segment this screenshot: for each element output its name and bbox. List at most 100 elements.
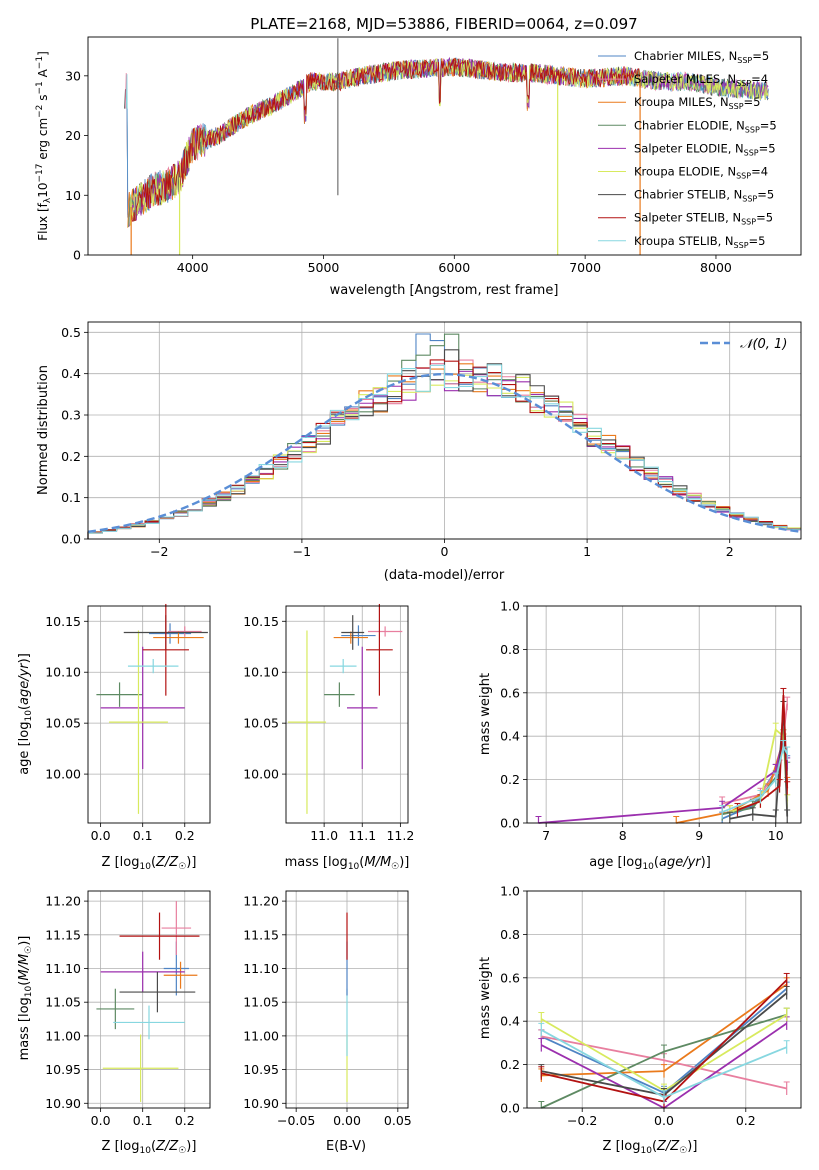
spectrum-legend-label: Kroupa MILES, NSSP=5 [634, 95, 760, 111]
age-vs-z-y-tick-label: 10.05 [45, 716, 81, 731]
spectrum-legend-label: Salpeter MILES, NSSP=4 [634, 72, 768, 88]
spectrum-y-ticks: 0 10 20 30 [65, 68, 88, 263]
spectrum-legend-label: Chabrier MILES, NSSP=5 [634, 49, 769, 65]
mass-weight-age-y-tick-label: 0.6 [500, 685, 520, 700]
histogram-x-tick-label: −1 [293, 544, 311, 559]
mass-weight-age-y-label: mass weight [478, 673, 493, 755]
mass-vs-ebv-y-tick-label: 10.95 [243, 1062, 279, 1077]
mass-weight-z-y-label: mass weight [478, 957, 493, 1039]
age-vs-mass-panel: 11.0 11.1 11.2 10.00 10.05 10.10 10.15 [243, 603, 414, 843]
spectrum-x-tick-label: 4000 [177, 260, 209, 275]
histogram-x-tick-label: 1 [583, 544, 591, 559]
mass-vs-z-y-tick-label: 11.00 [45, 1028, 81, 1043]
mass-weight-age-marks [535, 687, 791, 824]
mass-weight-z-x-label: Z [log10(Z/Z☉)] [603, 1139, 698, 1156]
histogram-x-tick-label: −2 [150, 544, 168, 559]
residual-histogram-panel: −2 −1 0 1 2 0.0 0.1 0.2 0.3 0.4 0.5 (data-model)/… [36, 321, 802, 583]
mass-weight-age-x-tick-label: 8 [619, 828, 627, 843]
histogram-step-series [87, 364, 801, 539]
spectrum-legend-label: Chabrier ELODIE, NSSP=5 [634, 118, 777, 134]
age-vs-mass-x-tick-label: 11.0 [310, 828, 338, 843]
spectrum-legend-label: Salpeter STELIB, NSSP=5 [634, 211, 773, 227]
histogram-x-label: (data-model)/error [384, 568, 505, 583]
spectrum-axes-frame [87, 36, 802, 256]
spectrum-x-tick-label: 7000 [569, 260, 601, 275]
mass-vs-ebv-y-tick-label: 11.00 [243, 1028, 279, 1043]
mass-vs-ebv-x-tick-label: 0.00 [333, 1113, 361, 1128]
histogram-x-tick-label: 2 [726, 544, 734, 559]
mass-weight-z-y-tick-label: 0.2 [500, 1057, 520, 1072]
age-vs-z-y-tick-label: 10.15 [45, 614, 81, 629]
mass-weight-age-y-tick-label: 0.8 [500, 642, 520, 657]
spectrum-line [129, 58, 769, 226]
mass-weight-z-y-tick-label: 0.0 [500, 1101, 520, 1116]
age-vs-mass-y-tick-label: 10.00 [243, 767, 279, 782]
mass-weight-z-y-tick-label: 1.0 [500, 884, 520, 899]
age-vs-mass-x-label: mass [log10(M/M☉)] [285, 855, 410, 872]
mass-weight-z-y-tick-label: 0.6 [500, 970, 520, 985]
mass-weight-vs-z-panel: −0.2 0.0 0.2 0.0 0.2 0.4 0.6 0.8 1.0 [500, 884, 802, 1128]
histogram-x-ticks: −2 −1 0 1 2 [150, 539, 734, 559]
histogram-y-ticks: 0.0 0.1 0.2 0.3 0.4 0.5 [61, 325, 88, 547]
spectrum-legend-label: Salpeter ELODIE, NSSP=5 [634, 141, 776, 157]
mass-weight-age-y-tick-label: 0.0 [500, 816, 520, 831]
mass-weight-age-y-tick-label: 1.0 [500, 599, 520, 614]
mass-vs-z-y-tick-label: 11.20 [45, 894, 81, 909]
spectrum-line [128, 58, 769, 228]
spectrum-legend-label: Chabrier STELIB, NSSP=5 [634, 188, 774, 204]
histogram-y-label: Normed distribution [36, 365, 51, 495]
spectrum-x-tick-label: 6000 [438, 260, 470, 275]
histogram-y-tick-label: 0.0 [61, 532, 81, 547]
age-vs-z-x-tick-label: 0.1 [133, 828, 153, 843]
histogram-y-tick-label: 0.3 [61, 408, 81, 423]
spectrum-legend-label: Kroupa ELODIE, NSSP=4 [634, 165, 768, 181]
age-vs-mass-y-tick-label: 10.10 [243, 665, 279, 680]
histogram-y-tick-label: 0.2 [61, 449, 81, 464]
mass-vs-z-x-tick-label: 0.0 [91, 1113, 111, 1128]
spectrum-panel: PLATE=2168, MJD=53886, FIBERID=0064, z=0… [35, 15, 802, 298]
spectrum-x-tick-label: 5000 [308, 260, 340, 275]
mass-weight-z-x-tick-label: −0.2 [567, 1113, 597, 1128]
age-vs-z-panel: 0.0 0.1 0.2 10.00 10.05 10.10 10.15 [45, 603, 211, 843]
age-vs-z-y-label: age [log10(age/yr)] [17, 653, 34, 775]
mass-vs-z-y-tick-label: 11.15 [45, 927, 81, 942]
histogram-legend: 𝒩(0, 1) [700, 337, 787, 352]
histogram-series [87, 333, 801, 539]
mass-vs-ebv-x-label: E(B-V) [326, 1139, 366, 1154]
age-vs-z-y-tick-label: 10.00 [45, 767, 81, 782]
spectrum-y-tick-label: 0 [73, 248, 81, 263]
mass-vs-z-x-label: Z [log10(Z/Z☉)] [102, 1139, 197, 1156]
mass-vs-ebv-x-tick-label: −0.05 [277, 1113, 315, 1128]
mass-weight-age-x-tick-label: 9 [695, 828, 703, 843]
spectrum-title: PLATE=2168, MJD=53886, FIBERID=0064, z=0… [250, 15, 637, 33]
spectrum-line [130, 57, 640, 226]
mass-vs-ebv-y-tick-label: 11.20 [243, 894, 279, 909]
age-vs-z-x-tick-label: 0.2 [175, 828, 195, 843]
age-vs-mass-y-tick-label: 10.15 [243, 614, 279, 629]
age-vs-z-x-tick-label: 0.0 [91, 828, 111, 843]
spectrum-x-ticks: 4000 5000 6000 7000 8000 [177, 255, 732, 275]
mass-vs-z-y-tick-label: 10.90 [45, 1096, 81, 1111]
mass-vs-z-frame [87, 890, 211, 1109]
spectrum-x-tick-label: 8000 [700, 260, 732, 275]
histogram-legend-label: 𝒩(0, 1) [740, 337, 787, 352]
spectrum-y-label: Flux [fλ10−17 erg cm−2 s−1 A−1] [35, 51, 53, 241]
mass-vs-z-marks [96, 901, 200, 1102]
mass-weight-z-y-tick-label: 0.4 [500, 1014, 520, 1029]
mass-vs-z-y-tick-label: 11.10 [45, 961, 81, 976]
mass-weight-age-frame [526, 605, 802, 824]
spectrum-legend-label: Kroupa STELIB, NSSP=5 [634, 234, 765, 250]
histogram-y-tick-label: 0.1 [61, 490, 81, 505]
mass-vs-z-y-tick-label: 11.05 [45, 995, 81, 1010]
spectrum-series [124, 38, 769, 255]
mass-vs-z-x-tick-label: 0.2 [175, 1113, 195, 1128]
spectrum-x-label: wavelength [Angstrom, rest frame] [330, 283, 559, 298]
mass-vs-ebv-y-tick-label: 11.10 [243, 961, 279, 976]
age-vs-z-y-tick-label: 10.10 [45, 665, 81, 680]
age-vs-z-x-label: Z [log10(Z/Z☉)] [102, 855, 197, 872]
mass-weight-z-marks [538, 972, 790, 1110]
mass-weight-z-x-tick-label: 0.2 [736, 1113, 756, 1128]
mass-weight-age-y-tick-label: 0.4 [500, 729, 520, 744]
histogram-x-tick-label: 0 [441, 544, 449, 559]
